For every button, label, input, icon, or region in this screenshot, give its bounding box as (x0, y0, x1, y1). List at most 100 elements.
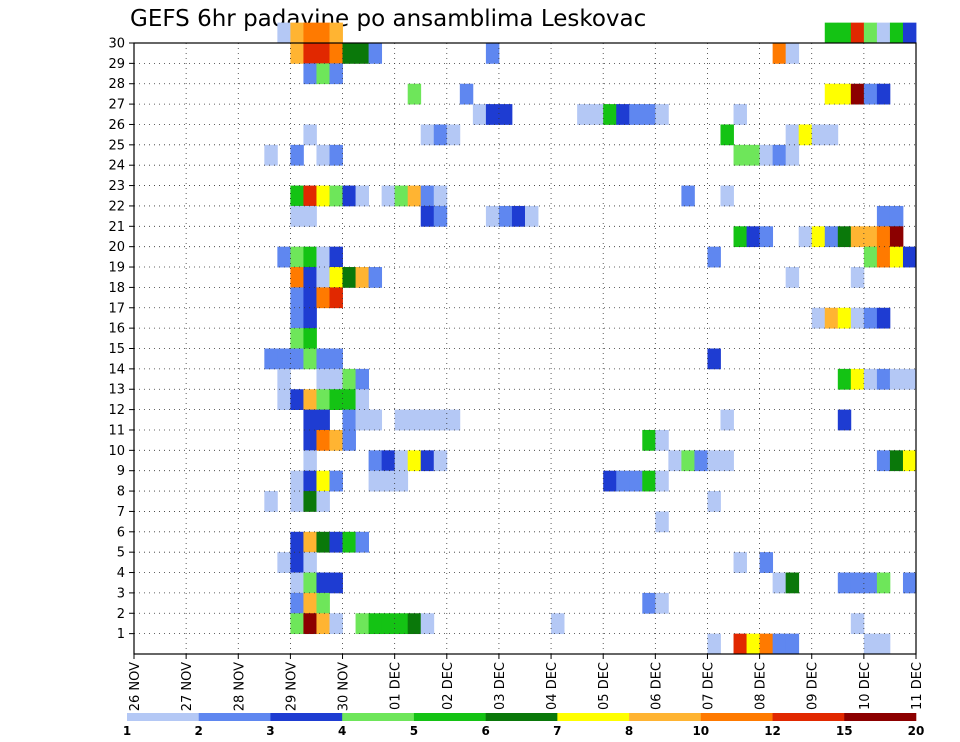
heatmap-cell (264, 144, 278, 166)
heatmap-cell (290, 552, 304, 573)
heatmap-cell (902, 368, 917, 390)
heatmap-cell (433, 450, 448, 472)
heatmap-cell (342, 368, 356, 390)
heatmap-cell (329, 348, 343, 370)
heatmap-cell (863, 572, 878, 594)
y-tick-label: 11 (108, 423, 125, 438)
y-tick-label: 30 (108, 37, 125, 52)
heatmap-cell (811, 307, 826, 329)
heatmap-cell (681, 450, 695, 472)
heatmap-cell (694, 450, 708, 472)
heatmap-cell (394, 450, 409, 472)
x-tick-label: 06 DEC (649, 662, 664, 710)
heatmap-cell (329, 43, 343, 64)
heatmap-cell (420, 205, 435, 227)
heatmap-cell (381, 613, 396, 635)
heatmap-cell (290, 287, 304, 309)
heatmap-cell (824, 83, 839, 105)
heatmap-cell (290, 592, 304, 614)
heatmap-cell (316, 389, 330, 410)
heatmap-cell (407, 450, 422, 472)
x-tick-label: 07 DEC (701, 662, 716, 710)
grid-layer (134, 42, 916, 654)
heatmap-cell (303, 22, 317, 44)
heatmap-cell (655, 511, 669, 533)
y-tick-label: 29 (108, 57, 125, 72)
heatmap-cell (863, 633, 878, 655)
heatmap-cell (707, 450, 721, 472)
heatmap-cell (290, 144, 304, 166)
heatmap-cell (303, 491, 317, 512)
heatmap-cell (303, 552, 317, 573)
heatmap-cell (368, 450, 383, 472)
heatmap-cell (551, 613, 565, 635)
colorbar-swatch (557, 713, 630, 721)
heatmap-cell (355, 267, 369, 288)
heatmap-cell (863, 83, 878, 105)
heatmap-cell (329, 246, 343, 268)
heatmap-cell (355, 531, 369, 553)
heatmap-cell (290, 185, 304, 207)
heatmap-cell (720, 124, 734, 146)
heatmap-cell (876, 307, 891, 329)
heatmap-cell (264, 491, 278, 512)
colorbar-swatch (270, 713, 343, 721)
heatmap-cell (303, 409, 317, 431)
heatmap-cell (433, 185, 448, 207)
heatmap-cell (876, 83, 891, 105)
heatmap-cell (642, 104, 656, 125)
heatmap-cell (303, 246, 317, 268)
x-tick-label: 30 NOV (337, 662, 352, 711)
heatmap-cell (837, 368, 852, 390)
heatmap-cell (629, 104, 643, 125)
heatmap-cell (902, 22, 917, 44)
heatmap-cell (603, 104, 617, 125)
heatmap-cell (485, 104, 500, 125)
heatmap-cell (290, 470, 304, 492)
colorbar-label: 8 (625, 724, 633, 738)
heatmap-cell (876, 205, 891, 227)
heatmap-cell (277, 246, 291, 268)
heatmap-cell (316, 572, 330, 594)
heatmap-cell (459, 83, 474, 105)
heatmap-cell (837, 409, 852, 431)
heatmap-cell (837, 83, 852, 105)
heatmap-cell (303, 531, 317, 553)
heatmap-cell (355, 43, 369, 64)
heatmap-cell (303, 592, 317, 614)
heatmap-cell (420, 124, 435, 146)
heatmap-cell (329, 613, 343, 635)
heatmap-cell (746, 226, 760, 248)
colorbar-label: 5 (410, 724, 418, 738)
heatmap-cell (902, 572, 917, 594)
heatmap-cell (329, 470, 343, 492)
heatmap-cell (316, 429, 330, 451)
y-tick-label: 1 (117, 627, 125, 642)
y-tick-label: 7 (117, 505, 125, 520)
heatmap-cell (616, 104, 630, 125)
heatmap-cell (290, 205, 304, 227)
heatmap-cell (850, 368, 865, 390)
heatmap-cell (850, 267, 865, 288)
heatmap-cell (746, 633, 760, 655)
heatmap-cell (590, 104, 604, 125)
colorbar-swatch (413, 713, 486, 721)
heatmap-cell (785, 633, 800, 655)
heatmap-cell (759, 633, 774, 655)
heatmap-cell (876, 246, 891, 268)
heatmap-cell (863, 226, 878, 248)
heatmap-cell (329, 429, 343, 451)
colorbar-swatch (772, 713, 845, 721)
colorbar-label: 15 (836, 724, 853, 738)
heatmap-cell (277, 389, 291, 410)
heatmap-cell (290, 267, 304, 288)
heatmap-cell (889, 450, 904, 472)
heatmap-cell (342, 531, 356, 553)
heatmap-cell (420, 613, 435, 635)
heatmap-cell (707, 348, 721, 370)
heatmap-cell (303, 185, 317, 207)
heatmap-cell (342, 429, 356, 451)
heatmap-cell (316, 287, 330, 309)
heatmap-cell (876, 572, 891, 594)
